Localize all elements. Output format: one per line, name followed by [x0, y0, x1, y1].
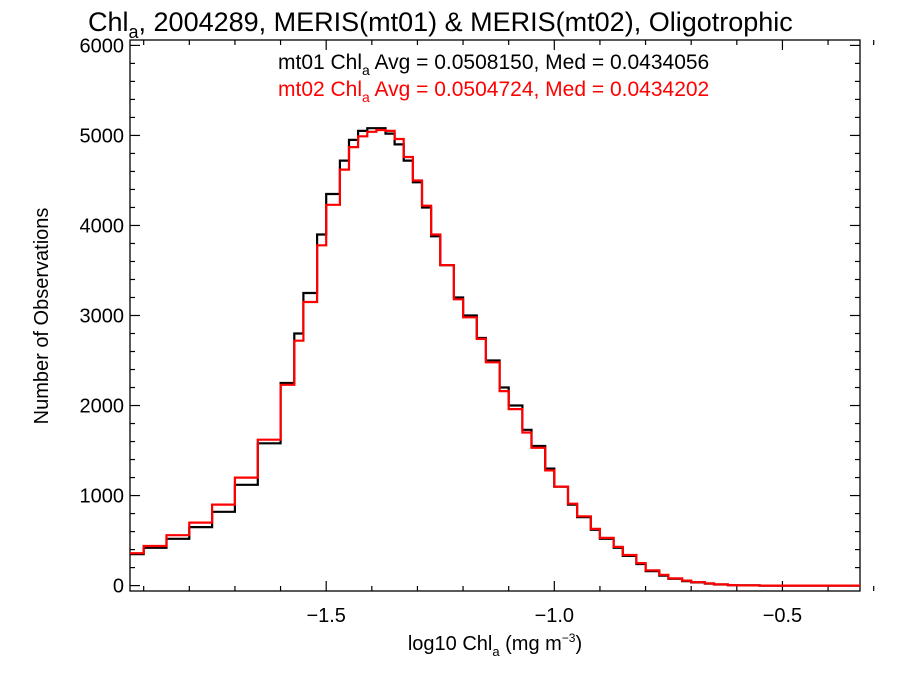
y-tick-label: 5000	[80, 125, 125, 147]
chart-title: Chla, 2004289, MERIS(mt01) & MERIS(mt02)…	[88, 7, 793, 42]
x-tick-label: −1.5	[306, 605, 345, 627]
y-tick-label: 6000	[80, 35, 125, 57]
y-tick-label: 2000	[80, 396, 125, 418]
x-tick-label: −0.5	[763, 605, 802, 627]
plot-frame	[129, 39, 861, 592]
x-tick-label: −1.0	[535, 605, 574, 627]
series-line-mt02	[130, 128, 860, 587]
annotation-mt01: mt01 Chla Avg = 0.0508150, Med = 0.04340…	[278, 51, 709, 78]
annotation-mt02: mt02 Chla Avg = 0.0504724, Med = 0.04342…	[278, 78, 709, 105]
y-tick-label: 1000	[80, 486, 125, 508]
series-line-mt01	[130, 127, 860, 587]
axis-ticks: 0 1000 2000 3000 4000 5000 6000 −1.5 −1.0 −0.5	[80, 35, 875, 627]
y-tick-label: 0	[113, 576, 124, 598]
y-tick-label: 3000	[80, 306, 125, 328]
series-group	[130, 127, 860, 587]
x-axis-label: log10 Chla (mg m−3)	[408, 631, 582, 659]
y-axis-label: Number of Observations	[31, 208, 53, 425]
y-tick-label: 4000	[80, 215, 125, 237]
